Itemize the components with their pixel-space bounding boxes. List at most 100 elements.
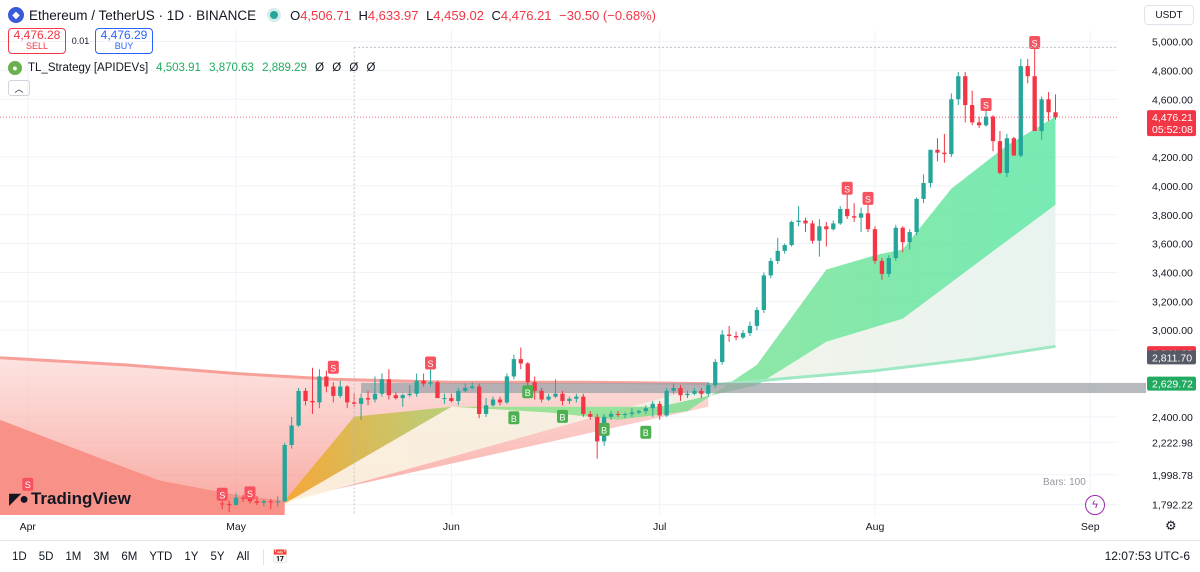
spread-value: 0.01 [71,36,90,46]
price-tag: 2,811.70 [1147,350,1196,365]
candle-body [490,399,496,406]
candle [845,194,850,220]
ohlc-values: O4,506.71 H4,633.97 L4,459.02 C4,476.21 … [290,7,657,23]
candle [990,115,996,152]
candle-body [726,334,732,337]
tradingview-logo-icon: ◤● [9,491,29,508]
candle [470,382,475,390]
candle [949,93,954,158]
buy-button[interactable]: 4,476.29 BUY [95,28,153,54]
clock[interactable]: 12:07:53 UTC-6 [1104,549,1190,563]
signal-marker [841,181,853,195]
candle [907,229,912,250]
candle [671,383,676,394]
signal-marker [216,487,228,501]
lightning-icon[interactable]: ϟ [1085,495,1105,515]
time-tick-label: Aug [866,521,885,533]
range-1m[interactable]: 1M [65,550,82,563]
candle [1004,133,1010,178]
indicator-name[interactable]: TL_Strategy [APIDEVs] [28,62,149,74]
signal-marker [1029,35,1041,49]
mid-band [284,204,1056,504]
candle-body [386,379,392,396]
candle-body [990,116,996,142]
tradingview-watermark: ◤● TradingView [9,489,131,509]
candle [1053,94,1058,120]
bars-count: Bars: 100 [1043,477,1086,488]
bottom-toolbar: 1D 5D 1M 3M 6M YTD 1Y 5Y All 📅 12:07:53 … [0,540,1200,572]
currency-select[interactable]: USDT [1144,5,1194,25]
candle [560,390,565,406]
candle-body [678,387,683,396]
chevron-up-icon[interactable]: ︿ [8,80,30,96]
candle-body [685,393,690,396]
candle [664,387,669,417]
signal-label: S [219,490,225,500]
range-ytd[interactable]: YTD [149,550,173,563]
candle-body [504,376,510,403]
candle [1011,136,1016,156]
sell-signal: S [216,487,228,501]
candle [588,411,593,420]
gray-zone [361,382,1147,394]
candle [254,496,260,505]
sell-signal: S [980,98,992,112]
candle-body [928,149,933,184]
candle-body [442,398,447,400]
candle-body [622,413,628,415]
range-3m[interactable]: 3M [93,550,110,563]
candle [706,382,711,397]
candle [935,138,940,162]
range-1y[interactable]: 1Y [184,550,199,563]
gear-icon[interactable]: ⚙ [1165,518,1177,533]
range-5y[interactable]: 5Y [210,550,225,563]
range-6m[interactable]: 6M [121,550,138,563]
candle [504,373,510,404]
signal-marker [640,425,652,439]
candle-body [963,76,968,106]
candle [657,400,662,420]
candle [851,203,857,222]
candle-body [657,403,662,416]
calendar-range-icon[interactable]: 📅 [272,548,289,564]
candle [518,347,523,370]
candle [1046,92,1051,121]
time-axis[interactable]: Apr May Jun Jul Aug Sep [20,521,1100,533]
signal-marker [862,191,874,205]
signal-marker [425,356,437,370]
range-all[interactable]: All [236,550,250,563]
candle [761,272,767,313]
candle [310,367,315,414]
price-axis[interactable]: 5,000.00 4,800.00 4,600.00 4,200.00 4,000.00… [1147,37,1196,512]
candle-body [775,250,780,261]
candle [511,354,517,380]
candle [768,258,773,279]
symbol-title[interactable]: Ethereum / TetherUS · 1D · BINANCE [29,7,257,23]
candle-body [754,310,760,326]
price-tick-label: 2,222.98 [1152,437,1193,449]
candle [1039,96,1044,140]
candle-body [227,504,232,506]
candle [435,380,440,399]
candle-body [567,398,572,401]
candle-body [768,260,773,276]
candle [261,499,267,507]
candle [525,361,530,388]
signal-marker [556,409,568,423]
candle-body [268,501,273,503]
candle-body [636,411,642,413]
candle [893,224,898,261]
range-5d[interactable]: 5D [38,550,54,563]
candle [456,387,461,406]
candle [678,385,683,401]
candle [754,307,760,331]
candle-body [838,208,843,224]
range-1d[interactable]: 1D [12,550,27,563]
candle-body [407,393,412,396]
candle-body [296,390,301,426]
candle-body [983,116,989,126]
candle-body [317,376,322,403]
sell-button[interactable]: 4,476.28 SELL [8,28,66,54]
